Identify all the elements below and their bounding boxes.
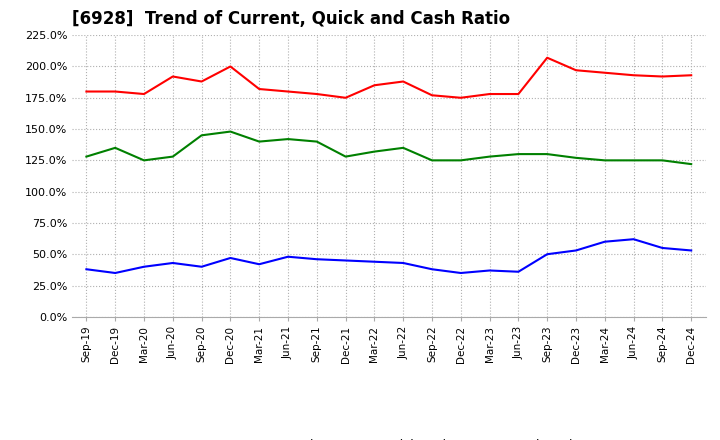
Quick Ratio bbox=[226, 129, 235, 134]
Current Ratio bbox=[370, 83, 379, 88]
Current Ratio bbox=[543, 55, 552, 60]
Quick Ratio bbox=[514, 151, 523, 157]
Current Ratio bbox=[168, 74, 177, 79]
Current Ratio bbox=[428, 93, 436, 98]
Line: Current Ratio: Current Ratio bbox=[86, 58, 691, 98]
Legend: Current Ratio, Quick Ratio, Cash Ratio: Current Ratio, Quick Ratio, Cash Ratio bbox=[192, 434, 585, 440]
Cash Ratio bbox=[658, 246, 667, 251]
Quick Ratio bbox=[485, 154, 494, 159]
Current Ratio bbox=[514, 92, 523, 97]
Quick Ratio bbox=[255, 139, 264, 144]
Quick Ratio bbox=[456, 158, 465, 163]
Current Ratio bbox=[485, 92, 494, 97]
Cash Ratio bbox=[140, 264, 148, 269]
Current Ratio bbox=[600, 70, 609, 75]
Current Ratio bbox=[111, 89, 120, 94]
Quick Ratio bbox=[399, 145, 408, 150]
Cash Ratio bbox=[399, 260, 408, 266]
Text: [6928]  Trend of Current, Quick and Cash Ratio: [6928] Trend of Current, Quick and Cash … bbox=[72, 10, 510, 28]
Current Ratio bbox=[140, 92, 148, 97]
Current Ratio bbox=[341, 95, 350, 100]
Quick Ratio bbox=[543, 151, 552, 157]
Line: Cash Ratio: Cash Ratio bbox=[86, 239, 691, 273]
Quick Ratio bbox=[341, 154, 350, 159]
Quick Ratio bbox=[140, 158, 148, 163]
Quick Ratio bbox=[658, 158, 667, 163]
Current Ratio bbox=[312, 92, 321, 97]
Current Ratio bbox=[399, 79, 408, 84]
Cash Ratio bbox=[312, 257, 321, 262]
Cash Ratio bbox=[255, 262, 264, 267]
Cash Ratio bbox=[600, 239, 609, 244]
Cash Ratio bbox=[226, 255, 235, 260]
Quick Ratio bbox=[370, 149, 379, 154]
Cash Ratio bbox=[341, 258, 350, 263]
Current Ratio bbox=[629, 73, 638, 78]
Cash Ratio bbox=[428, 267, 436, 272]
Cash Ratio bbox=[370, 259, 379, 264]
Quick Ratio bbox=[687, 161, 696, 167]
Quick Ratio bbox=[572, 155, 580, 161]
Current Ratio bbox=[197, 79, 206, 84]
Current Ratio bbox=[255, 86, 264, 92]
Current Ratio bbox=[658, 74, 667, 79]
Current Ratio bbox=[572, 68, 580, 73]
Cash Ratio bbox=[572, 248, 580, 253]
Quick Ratio bbox=[284, 136, 292, 142]
Cash Ratio bbox=[629, 237, 638, 242]
Current Ratio bbox=[226, 64, 235, 69]
Cash Ratio bbox=[687, 248, 696, 253]
Quick Ratio bbox=[197, 133, 206, 138]
Cash Ratio bbox=[284, 254, 292, 259]
Cash Ratio bbox=[197, 264, 206, 269]
Quick Ratio bbox=[111, 145, 120, 150]
Cash Ratio bbox=[82, 267, 91, 272]
Cash Ratio bbox=[543, 252, 552, 257]
Cash Ratio bbox=[514, 269, 523, 275]
Cash Ratio bbox=[168, 260, 177, 266]
Cash Ratio bbox=[485, 268, 494, 273]
Current Ratio bbox=[687, 73, 696, 78]
Current Ratio bbox=[284, 89, 292, 94]
Cash Ratio bbox=[456, 270, 465, 275]
Quick Ratio bbox=[312, 139, 321, 144]
Quick Ratio bbox=[428, 158, 436, 163]
Quick Ratio bbox=[600, 158, 609, 163]
Line: Quick Ratio: Quick Ratio bbox=[86, 132, 691, 164]
Cash Ratio bbox=[111, 270, 120, 275]
Quick Ratio bbox=[629, 158, 638, 163]
Current Ratio bbox=[456, 95, 465, 100]
Quick Ratio bbox=[82, 154, 91, 159]
Current Ratio bbox=[82, 89, 91, 94]
Quick Ratio bbox=[168, 154, 177, 159]
